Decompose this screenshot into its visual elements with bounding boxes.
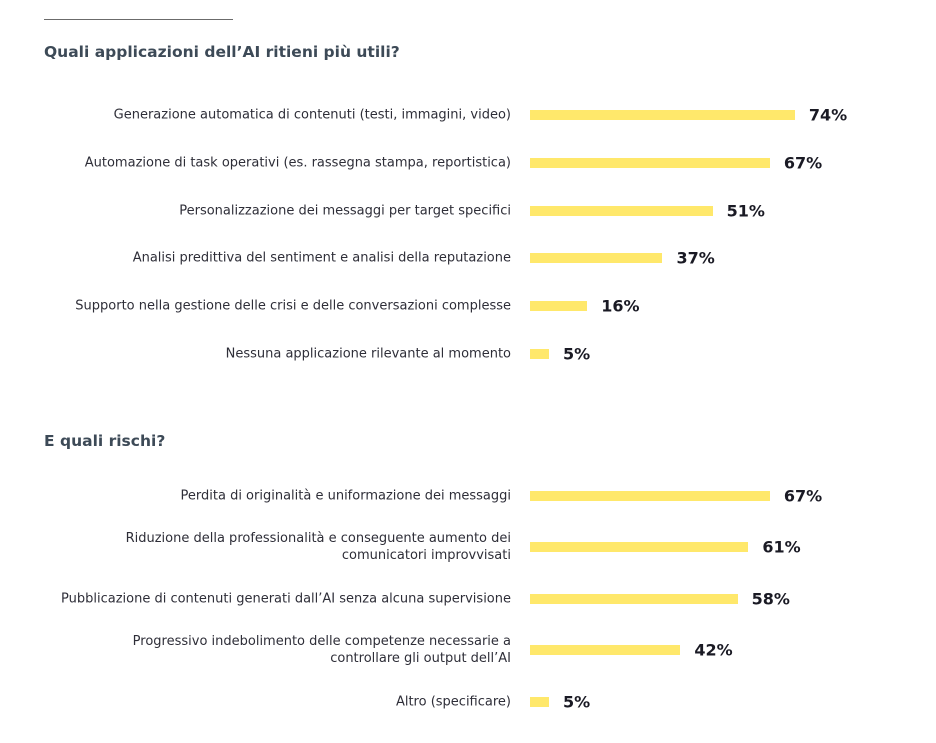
value-label: 61% xyxy=(762,537,801,557)
value-label: 5% xyxy=(563,692,591,712)
bar xyxy=(530,301,588,311)
value-label: 67% xyxy=(783,153,823,173)
category-label: Supporto nella gestione delle crisi e de… xyxy=(75,298,511,314)
category-label: Pubblicazione di contenuti generati dall… xyxy=(61,591,511,607)
value-label: 58% xyxy=(751,589,790,609)
category-label: Personalizzazione dei messaggi per targe… xyxy=(179,203,511,219)
value-label: 37% xyxy=(676,248,715,268)
category-label: Perdita di originalità e uniformazione d… xyxy=(180,488,511,504)
chart-title-risks: E quali rischi? xyxy=(44,432,166,450)
bar xyxy=(530,697,549,707)
bar xyxy=(530,594,738,604)
value-label: 16% xyxy=(601,296,640,316)
chart-title-applications: Quali applicazioni dell’AI ritieni più u… xyxy=(44,43,400,61)
bar xyxy=(530,491,770,501)
category-label: Altro (specificare) xyxy=(395,694,511,710)
bar xyxy=(530,110,795,120)
category-label: Generazione automatica di contenuti (tes… xyxy=(113,107,511,123)
bar xyxy=(530,349,549,359)
bar xyxy=(530,253,663,263)
category-label: Analisi predittiva del sentiment e anali… xyxy=(132,250,511,266)
bar xyxy=(530,542,749,552)
category-label: Nessuna applicazione rilevante al moment… xyxy=(225,346,511,362)
bar xyxy=(530,158,770,168)
value-label: 5% xyxy=(563,344,591,364)
value-label: 67% xyxy=(783,486,823,506)
value-label: 42% xyxy=(694,640,733,660)
value-label: 74% xyxy=(808,105,848,125)
bar xyxy=(530,645,681,655)
top-divider xyxy=(44,19,233,20)
value-label: 51% xyxy=(726,201,765,221)
bar xyxy=(530,206,713,216)
category-label: Progressivo indebolimento delle competen… xyxy=(132,634,511,666)
category-label: Automazione di task operativi (es. rasse… xyxy=(84,155,511,171)
category-label: Riduzione della professionalità e conseg… xyxy=(125,531,511,563)
